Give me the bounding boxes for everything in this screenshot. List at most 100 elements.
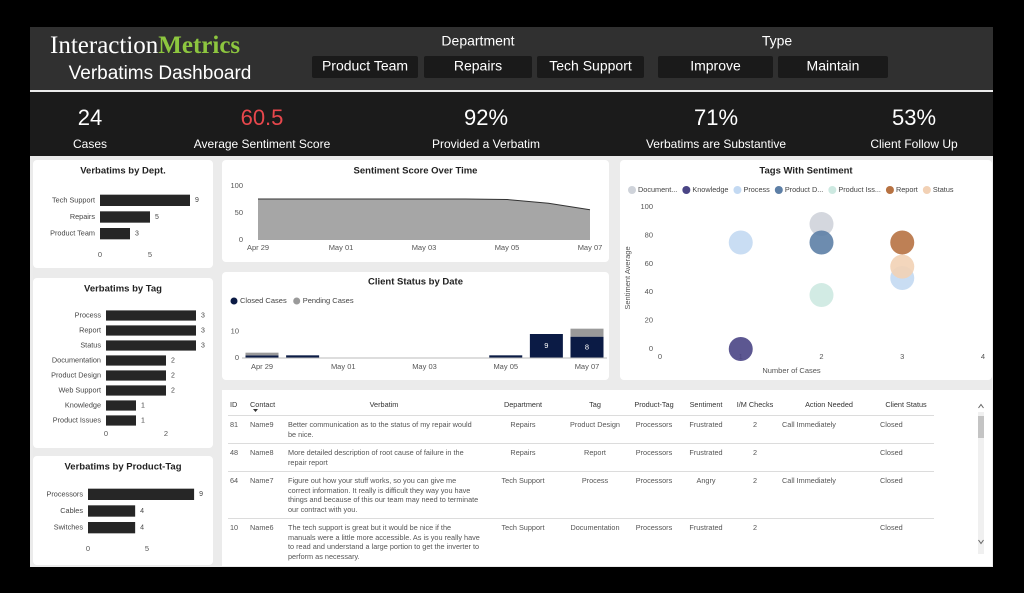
table-cell: Frustrated bbox=[682, 443, 730, 472]
column-header: Department bbox=[503, 400, 543, 409]
legend-swatch bbox=[682, 186, 691, 194]
kpi-value: 53% bbox=[892, 105, 936, 130]
bar bbox=[106, 340, 196, 351]
filter-button[interactable] bbox=[778, 56, 888, 78]
dashboard-title: Verbatims Dashboard bbox=[69, 63, 252, 84]
bar-segment bbox=[286, 355, 320, 358]
kpi-label: Cases bbox=[73, 137, 107, 151]
scroll-down[interactable] bbox=[978, 539, 984, 545]
chart-title: Tags With Sentiment bbox=[759, 166, 853, 177]
bar bbox=[88, 522, 136, 534]
table-cell: Report bbox=[564, 443, 626, 472]
scroll-up[interactable] bbox=[978, 403, 984, 409]
column-header: Action Needed bbox=[805, 400, 853, 409]
legend-swatch bbox=[733, 186, 742, 194]
data-label: 2 bbox=[171, 357, 175, 364]
x-tick-label: May 03 bbox=[412, 243, 437, 252]
y-tick-label: 80 bbox=[645, 230, 653, 239]
bubble bbox=[728, 337, 753, 361]
data-label: 4 bbox=[140, 525, 144, 532]
column-header: Sentiment bbox=[689, 400, 723, 409]
legend-swatch bbox=[828, 186, 837, 194]
data-label: 3 bbox=[135, 231, 139, 238]
brand-part: Metrics bbox=[158, 32, 240, 59]
kpi-label: Client Follow Up bbox=[870, 137, 958, 151]
scrollbar-thumb[interactable] bbox=[978, 416, 984, 438]
y-tick-label: Cables bbox=[60, 506, 83, 515]
data-label: 8 bbox=[585, 342, 589, 351]
bar-segment bbox=[570, 336, 604, 358]
data-label: 1 bbox=[141, 402, 145, 409]
x-tick-label: 0 bbox=[86, 544, 90, 553]
filter-button-label[interactable]: Repairs bbox=[454, 58, 502, 74]
area bbox=[258, 198, 590, 240]
table-cell: Tech Support bbox=[482, 518, 564, 565]
chart-card bbox=[222, 272, 609, 380]
filter-button[interactable] bbox=[312, 56, 418, 78]
filter-button-label[interactable]: Tech Support bbox=[549, 58, 632, 74]
y-tick-label: Process bbox=[75, 310, 102, 319]
x-tick-label: May 01 bbox=[331, 362, 356, 371]
y-tick-label: Product Issues bbox=[53, 415, 102, 424]
x-tick-label: May 05 bbox=[495, 243, 520, 252]
column-header: ID bbox=[230, 400, 238, 409]
kpi-band bbox=[30, 92, 993, 156]
x-tick-label: 2 bbox=[819, 352, 823, 361]
y-tick-label: Web Support bbox=[59, 385, 101, 394]
filter-button[interactable] bbox=[537, 56, 644, 78]
filter-button-label[interactable]: Maintain bbox=[807, 58, 860, 74]
chart-title: Verbatims by Dept. bbox=[80, 166, 166, 177]
y-tick-label: Repairs bbox=[70, 212, 95, 221]
chart-title: Client Status by Date bbox=[368, 277, 463, 288]
filter-button[interactable] bbox=[658, 56, 773, 78]
kpi-label: Average Sentiment Score bbox=[194, 137, 331, 151]
y-tick-label: 60 bbox=[645, 259, 653, 268]
y-tick-label: Knowledge bbox=[65, 400, 101, 409]
x-tick-label: 0 bbox=[98, 250, 102, 259]
verbatim-table: ID Contact Verbatim Department Tag Product-Ta… bbox=[228, 397, 934, 565]
bubble bbox=[809, 212, 834, 237]
legend-swatch bbox=[922, 186, 931, 194]
table-cell: Process bbox=[564, 471, 626, 519]
bar-segment bbox=[570, 328, 604, 337]
y-tick-label: 100 bbox=[230, 181, 243, 190]
bubble bbox=[728, 230, 753, 255]
chart-title: Verbatims by Tag bbox=[84, 284, 162, 295]
table-cell: Processors bbox=[626, 518, 682, 565]
filter-button-label[interactable]: Improve bbox=[690, 58, 741, 74]
y-tick-label: 10 bbox=[231, 326, 239, 335]
table-cell: 48 bbox=[228, 443, 248, 472]
table-cell: 64 bbox=[228, 471, 248, 519]
column-header: Product-Tag bbox=[634, 400, 674, 409]
table-cell: Name9 bbox=[248, 415, 286, 444]
y-tick-label: 40 bbox=[645, 287, 653, 296]
legend-swatch bbox=[230, 297, 238, 305]
header-row: ID Contact Verbatim Department Tag Product-Ta… bbox=[228, 397, 934, 416]
chart-title: Verbatims by Product-Tag bbox=[64, 462, 181, 473]
bar-segment bbox=[489, 355, 523, 358]
filter-label: Department bbox=[441, 33, 514, 49]
table-cell: Tech Support bbox=[482, 471, 564, 519]
table-cell: 2 bbox=[730, 443, 780, 472]
y-axis-label: Sentiment Average bbox=[623, 246, 632, 309]
x-tick-label: 5 bbox=[145, 544, 149, 553]
data-label: 2 bbox=[171, 372, 175, 379]
data-label: 9 bbox=[199, 491, 203, 498]
x-tick-label: May 01 bbox=[329, 243, 354, 252]
table-cell: Angry bbox=[682, 471, 730, 519]
filter-button-label[interactable]: Product Team bbox=[322, 58, 408, 74]
area-line bbox=[258, 198, 591, 211]
table-cell bbox=[780, 443, 878, 472]
bar bbox=[100, 211, 150, 223]
table-cell: The tech support is great but it would b… bbox=[286, 518, 482, 565]
y-tick-label: 0 bbox=[649, 344, 653, 353]
column-header: Tag bbox=[589, 400, 601, 409]
filter-button[interactable] bbox=[424, 56, 532, 78]
x-tick-label: May 07 bbox=[575, 362, 600, 371]
column-header: Verbatim bbox=[369, 400, 399, 409]
y-tick-label: Switches bbox=[54, 523, 84, 532]
table-cell: Name6 bbox=[248, 518, 286, 565]
table-head: ID Contact Verbatim Department Tag Product-Ta… bbox=[228, 397, 934, 416]
legend-swatch bbox=[628, 186, 636, 194]
